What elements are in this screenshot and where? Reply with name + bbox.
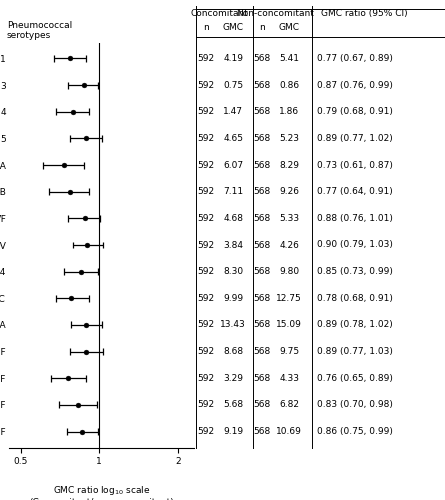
Text: Concomitant: Concomitant: [190, 10, 248, 18]
Text: Pneumococcal
serotypes: Pneumococcal serotypes: [7, 20, 72, 40]
Text: Non-concomitant: Non-concomitant: [237, 10, 314, 18]
Text: 0.89 (0.77, 1.03): 0.89 (0.77, 1.03): [317, 347, 393, 356]
Text: 13.43: 13.43: [220, 320, 246, 330]
Text: 6.82: 6.82: [279, 400, 299, 409]
Text: 568: 568: [253, 187, 270, 196]
Text: 1.86: 1.86: [279, 108, 299, 116]
Text: 568: 568: [253, 320, 270, 330]
Text: 7.11: 7.11: [223, 187, 243, 196]
Text: 4.65: 4.65: [223, 134, 243, 143]
Text: 9.75: 9.75: [279, 347, 299, 356]
Text: 592: 592: [197, 427, 214, 436]
Text: 592: 592: [197, 374, 214, 382]
Text: 568: 568: [253, 427, 270, 436]
Text: 15.09: 15.09: [276, 320, 302, 330]
Text: 0.89 (0.77, 1.02): 0.89 (0.77, 1.02): [317, 134, 392, 143]
Text: 5.41: 5.41: [279, 54, 299, 63]
Text: 568: 568: [253, 240, 270, 250]
Text: n: n: [203, 22, 208, 32]
Text: 0.89 (0.78, 1.02): 0.89 (0.78, 1.02): [317, 320, 392, 330]
Text: 10.69: 10.69: [276, 427, 302, 436]
Text: 0.75: 0.75: [223, 80, 243, 90]
Text: GMC ratio log$_{10}$ scale
(Concomitant/non-concomitant): GMC ratio log$_{10}$ scale (Concomitant/…: [29, 484, 174, 500]
Text: 592: 592: [197, 400, 214, 409]
Text: 592: 592: [197, 134, 214, 143]
Text: 568: 568: [253, 267, 270, 276]
Text: 3.29: 3.29: [223, 374, 243, 382]
Text: 592: 592: [197, 240, 214, 250]
Text: n: n: [259, 22, 264, 32]
Text: 12.75: 12.75: [276, 294, 302, 303]
Text: 0.87 (0.76, 0.99): 0.87 (0.76, 0.99): [317, 80, 393, 90]
Text: GMC: GMC: [279, 22, 300, 32]
Text: 568: 568: [253, 80, 270, 90]
Text: 0.76 (0.65, 0.89): 0.76 (0.65, 0.89): [317, 374, 393, 382]
Text: 592: 592: [197, 187, 214, 196]
Text: 0.85 (0.73, 0.99): 0.85 (0.73, 0.99): [317, 267, 393, 276]
Text: 9.19: 9.19: [223, 427, 243, 436]
Text: 0.83 (0.70, 0.98): 0.83 (0.70, 0.98): [317, 400, 393, 409]
Text: 5.33: 5.33: [279, 214, 299, 223]
Text: 9.80: 9.80: [279, 267, 299, 276]
Text: 0.90 (0.79, 1.03): 0.90 (0.79, 1.03): [317, 240, 393, 250]
Text: 568: 568: [253, 134, 270, 143]
Text: GMC: GMC: [222, 22, 244, 32]
Text: 4.19: 4.19: [223, 54, 243, 63]
Text: 592: 592: [197, 214, 214, 223]
Text: 4.68: 4.68: [223, 214, 243, 223]
Text: 0.78 (0.68, 0.91): 0.78 (0.68, 0.91): [317, 294, 393, 303]
Text: 592: 592: [197, 320, 214, 330]
Text: 568: 568: [253, 54, 270, 63]
Text: 568: 568: [253, 108, 270, 116]
Text: 592: 592: [197, 294, 214, 303]
Text: 3.84: 3.84: [223, 240, 243, 250]
Text: 0.79 (0.68, 0.91): 0.79 (0.68, 0.91): [317, 108, 393, 116]
Text: 592: 592: [197, 80, 214, 90]
Text: 0.77 (0.67, 0.89): 0.77 (0.67, 0.89): [317, 54, 393, 63]
Text: 568: 568: [253, 160, 270, 170]
Text: 9.99: 9.99: [223, 294, 243, 303]
Text: 0.88 (0.76, 1.01): 0.88 (0.76, 1.01): [317, 214, 393, 223]
Text: 4.26: 4.26: [279, 240, 299, 250]
Text: 5.68: 5.68: [223, 400, 243, 409]
Text: 568: 568: [253, 347, 270, 356]
Text: 8.68: 8.68: [223, 347, 243, 356]
Text: GMC ratio (95% CI): GMC ratio (95% CI): [321, 10, 408, 18]
Text: 568: 568: [253, 214, 270, 223]
Text: 0.77 (0.64, 0.91): 0.77 (0.64, 0.91): [317, 187, 392, 196]
Text: 592: 592: [197, 54, 214, 63]
Text: 4.33: 4.33: [279, 374, 299, 382]
Text: 5.23: 5.23: [279, 134, 299, 143]
Text: 592: 592: [197, 160, 214, 170]
Text: 568: 568: [253, 294, 270, 303]
Text: 0.86: 0.86: [279, 80, 299, 90]
Text: 0.73 (0.61, 0.87): 0.73 (0.61, 0.87): [317, 160, 393, 170]
Text: 592: 592: [197, 108, 214, 116]
Text: 592: 592: [197, 347, 214, 356]
Text: 8.29: 8.29: [279, 160, 299, 170]
Text: 6.07: 6.07: [223, 160, 243, 170]
Text: 592: 592: [197, 267, 214, 276]
Text: 9.26: 9.26: [279, 187, 299, 196]
Text: 0.86 (0.75, 0.99): 0.86 (0.75, 0.99): [317, 427, 393, 436]
Text: 1.47: 1.47: [223, 108, 243, 116]
Text: 8.30: 8.30: [223, 267, 243, 276]
Text: 568: 568: [253, 374, 270, 382]
Text: 568: 568: [253, 400, 270, 409]
